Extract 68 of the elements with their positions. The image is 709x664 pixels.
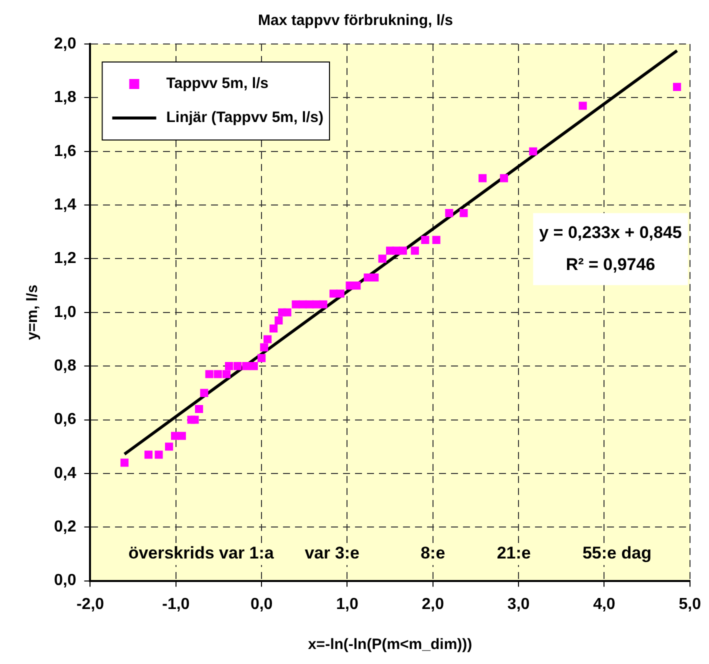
y-tick-label: 1,4 — [54, 196, 76, 214]
point — [120, 458, 129, 467]
point — [224, 362, 234, 370]
point — [200, 388, 208, 397]
x-tick-label: -2,0 — [76, 596, 104, 613]
y-tick-label: 0,2 — [54, 518, 76, 536]
annotation: 8:e — [420, 544, 446, 563]
point — [205, 370, 214, 378]
x-tick-label: 1,0 — [336, 596, 358, 613]
point — [214, 370, 222, 378]
point — [250, 362, 258, 370]
legend-label: Tappvv 5m, l/s — [166, 75, 269, 92]
y-tick-label: 1,2 — [54, 250, 76, 268]
legend-label: Linjär (Tappvv 5m, l/s) — [166, 109, 324, 126]
annotation: var 3:e — [304, 544, 360, 563]
y-tick-label: 0,4 — [54, 464, 76, 482]
point — [270, 324, 278, 333]
point — [529, 147, 538, 156]
point — [258, 354, 266, 362]
point — [445, 209, 454, 218]
x-tick-label: 2,0 — [422, 596, 444, 613]
x-tick-label: 4,0 — [593, 596, 616, 613]
point — [260, 343, 268, 352]
point — [410, 246, 419, 255]
point — [178, 432, 186, 440]
x-tick-label: 0,0 — [250, 596, 273, 613]
annotation: 21:e — [496, 544, 531, 563]
x-tick-label: -1,0 — [162, 596, 190, 613]
point — [370, 273, 379, 282]
y-tick-label: 2,0 — [54, 35, 76, 52]
point — [460, 209, 468, 218]
y-tick-label: 0,8 — [54, 357, 76, 374]
x-tick-label: 5,0 — [678, 596, 702, 613]
point — [336, 290, 344, 298]
point — [264, 335, 272, 344]
y-axis-title: y=m, l/s — [24, 284, 42, 340]
annotation: 55:e dag — [582, 544, 652, 563]
y-tick-label: 1,0 — [54, 304, 76, 321]
x-axis-title: x=-ln(-ln(P(m<m_dim))) — [308, 636, 472, 654]
point — [432, 236, 440, 244]
y-tick-label: 0,6 — [54, 411, 76, 428]
annotation: R² = 0,9746 — [566, 254, 656, 274]
point — [242, 362, 250, 370]
point — [478, 174, 487, 182]
point — [154, 450, 163, 459]
point — [398, 246, 407, 255]
annotation: överskrids var 1:a — [128, 544, 274, 563]
point — [190, 416, 199, 424]
point — [283, 308, 292, 316]
point — [144, 450, 153, 459]
point — [222, 370, 230, 378]
point — [274, 316, 283, 324]
point — [319, 300, 328, 308]
point — [352, 282, 361, 290]
point — [421, 236, 430, 244]
point — [378, 254, 386, 263]
point — [195, 404, 204, 414]
point — [672, 82, 682, 91]
point — [234, 362, 242, 370]
x-tick-label: 3,0 — [507, 596, 530, 613]
point — [165, 442, 174, 451]
annotation: y = 0,233x + 0,845 — [539, 222, 682, 242]
point — [500, 174, 508, 182]
point — [578, 102, 587, 110]
y-tick-label: 1,6 — [54, 142, 76, 160]
y-tick-label: 0,0 — [54, 572, 76, 590]
y-tick-label: 1,8 — [54, 89, 76, 106]
chart-title: Max tappvv förbrukning, l/s — [258, 12, 454, 30]
